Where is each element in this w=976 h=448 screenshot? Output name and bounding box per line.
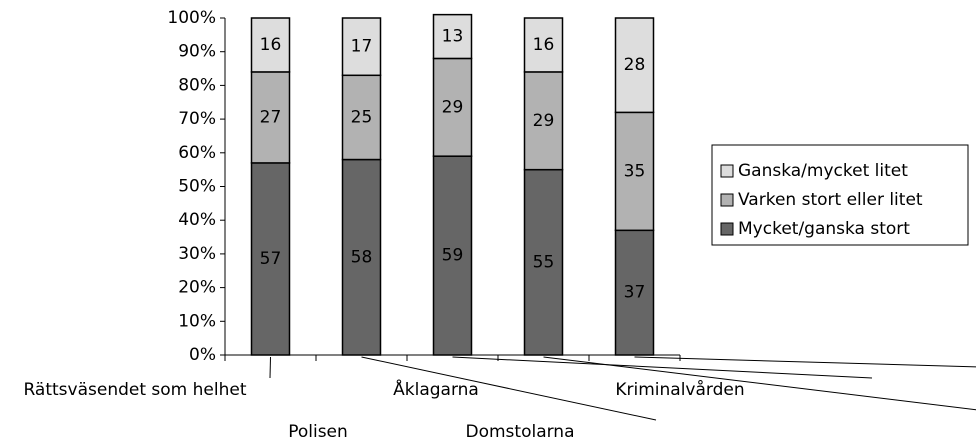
- x-tick-label: Rättsväsendet som helhet: [23, 380, 246, 400]
- data-label: 37: [624, 283, 646, 303]
- data-label: 13: [442, 27, 464, 47]
- y-tick-label: 60%: [178, 143, 216, 163]
- y-tick-label: 0%: [189, 345, 216, 365]
- bar-segment: [432, 155, 473, 356]
- y-tick-label: 70%: [178, 109, 216, 129]
- bar-segment: [614, 17, 655, 114]
- bar-segment: [523, 17, 564, 73]
- data-label: 29: [442, 97, 464, 117]
- data-label: 58: [351, 247, 373, 267]
- x-tick-label: Åklagarna: [393, 378, 479, 400]
- y-tick-label: 50%: [178, 177, 216, 197]
- y-tick-label: 10%: [178, 311, 216, 331]
- data-label: 29: [533, 111, 555, 131]
- y-tick-label: 20%: [178, 278, 216, 298]
- y-tick-label: 100%: [167, 8, 216, 28]
- legend-label: Mycket/ganska stort: [738, 219, 910, 239]
- leader-line: [269, 356, 271, 379]
- bar-segment: [432, 13, 473, 60]
- y-tick-label: 30%: [178, 244, 216, 264]
- y-tick-label: 40%: [178, 210, 216, 230]
- bar-segment: [614, 111, 655, 232]
- legend-label: Ganska/mycket litet: [738, 161, 908, 181]
- bar-segment: [432, 57, 473, 157]
- y-tick-label: 80%: [178, 75, 216, 95]
- bar-segment: [250, 17, 291, 73]
- x-tick-label: Kriminalvården: [615, 379, 744, 400]
- bar-segment: [341, 74, 382, 161]
- data-label: 28: [624, 55, 646, 75]
- data-label: 25: [351, 107, 373, 127]
- leader-line: [634, 356, 976, 368]
- bar-segment: [523, 71, 564, 171]
- data-label: 17: [351, 37, 373, 57]
- x-tick-label: Domstolarna: [466, 422, 575, 442]
- bar-segment: [250, 71, 291, 164]
- bar-segment: [614, 229, 655, 356]
- data-label: 59: [442, 246, 464, 266]
- data-label: 16: [260, 35, 282, 55]
- y-tick-label: 90%: [178, 42, 216, 62]
- legend-swatch: [720, 164, 734, 178]
- bar-segment: [341, 17, 382, 77]
- leader-line: [361, 356, 657, 421]
- bar-segment: [523, 168, 564, 356]
- legend-label: Varken stort eller litet: [738, 190, 923, 210]
- bar-segment: [341, 158, 382, 356]
- data-label: 57: [260, 249, 282, 269]
- data-label: 27: [260, 107, 282, 127]
- leader-line: [452, 356, 873, 379]
- leader-line: [543, 356, 976, 411]
- legend-swatch: [720, 193, 734, 207]
- legend-box: [711, 144, 969, 246]
- x-tick-label: Polisen: [288, 422, 348, 442]
- legend-swatch: [720, 222, 734, 236]
- data-label: 35: [624, 161, 646, 181]
- data-label: 16: [533, 35, 555, 55]
- data-label: 55: [533, 252, 555, 272]
